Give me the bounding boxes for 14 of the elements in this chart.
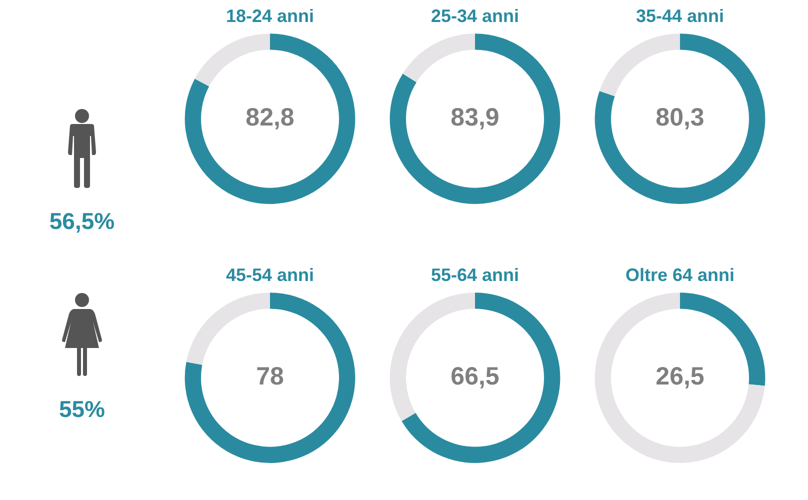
chart-title: 45-54 anni <box>226 264 314 285</box>
chart-title: Oltre 64 anni <box>625 264 735 285</box>
text: 55% <box>58 396 106 423</box>
chart-title: 55-64 anni <box>430 264 520 285</box>
text: 56,5% <box>48 208 116 235</box>
chart-title: 25-34 anni <box>430 6 520 26</box>
chart-title: 18-24 anni <box>226 6 314 26</box>
data-label: 82,8 <box>246 104 294 132</box>
data-label: 66,5 <box>450 362 500 391</box>
data-label: 26,5 <box>656 362 704 391</box>
data-label: 78 <box>256 362 284 391</box>
data-label: 83,9 <box>450 104 500 132</box>
chart-title: 35-44 anni <box>636 6 724 26</box>
data-label: 80,3 <box>656 104 704 132</box>
